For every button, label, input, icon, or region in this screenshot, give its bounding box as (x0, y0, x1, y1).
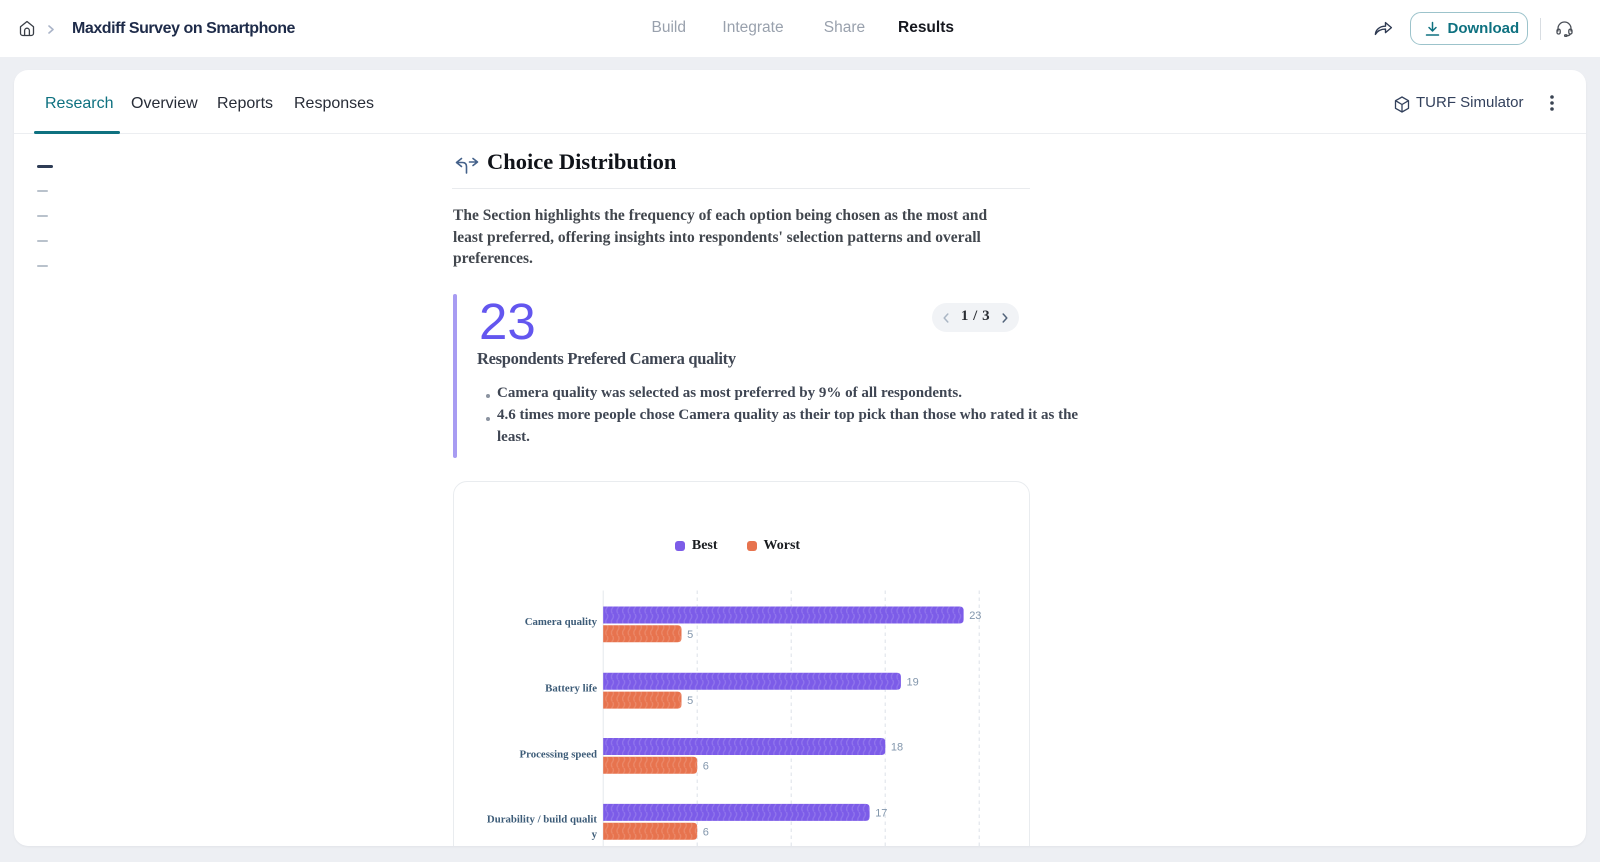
svg-text:5: 5 (687, 629, 693, 641)
svg-text:6: 6 (703, 826, 709, 838)
svg-text:Camera quality: Camera quality (525, 616, 598, 628)
svg-text:6: 6 (703, 760, 709, 772)
svg-text:Battery life: Battery life (545, 682, 597, 694)
svg-text:18: 18 (891, 741, 903, 753)
svg-text:Processing speed: Processing speed (520, 749, 597, 761)
svg-text:5: 5 (687, 695, 693, 707)
svg-text:Durability / build qualit: Durability / build qualit (487, 813, 598, 825)
svg-text:17: 17 (875, 807, 887, 819)
svg-text:23: 23 (969, 610, 981, 622)
svg-text:y: y (592, 828, 598, 840)
svg-text:19: 19 (907, 676, 919, 688)
